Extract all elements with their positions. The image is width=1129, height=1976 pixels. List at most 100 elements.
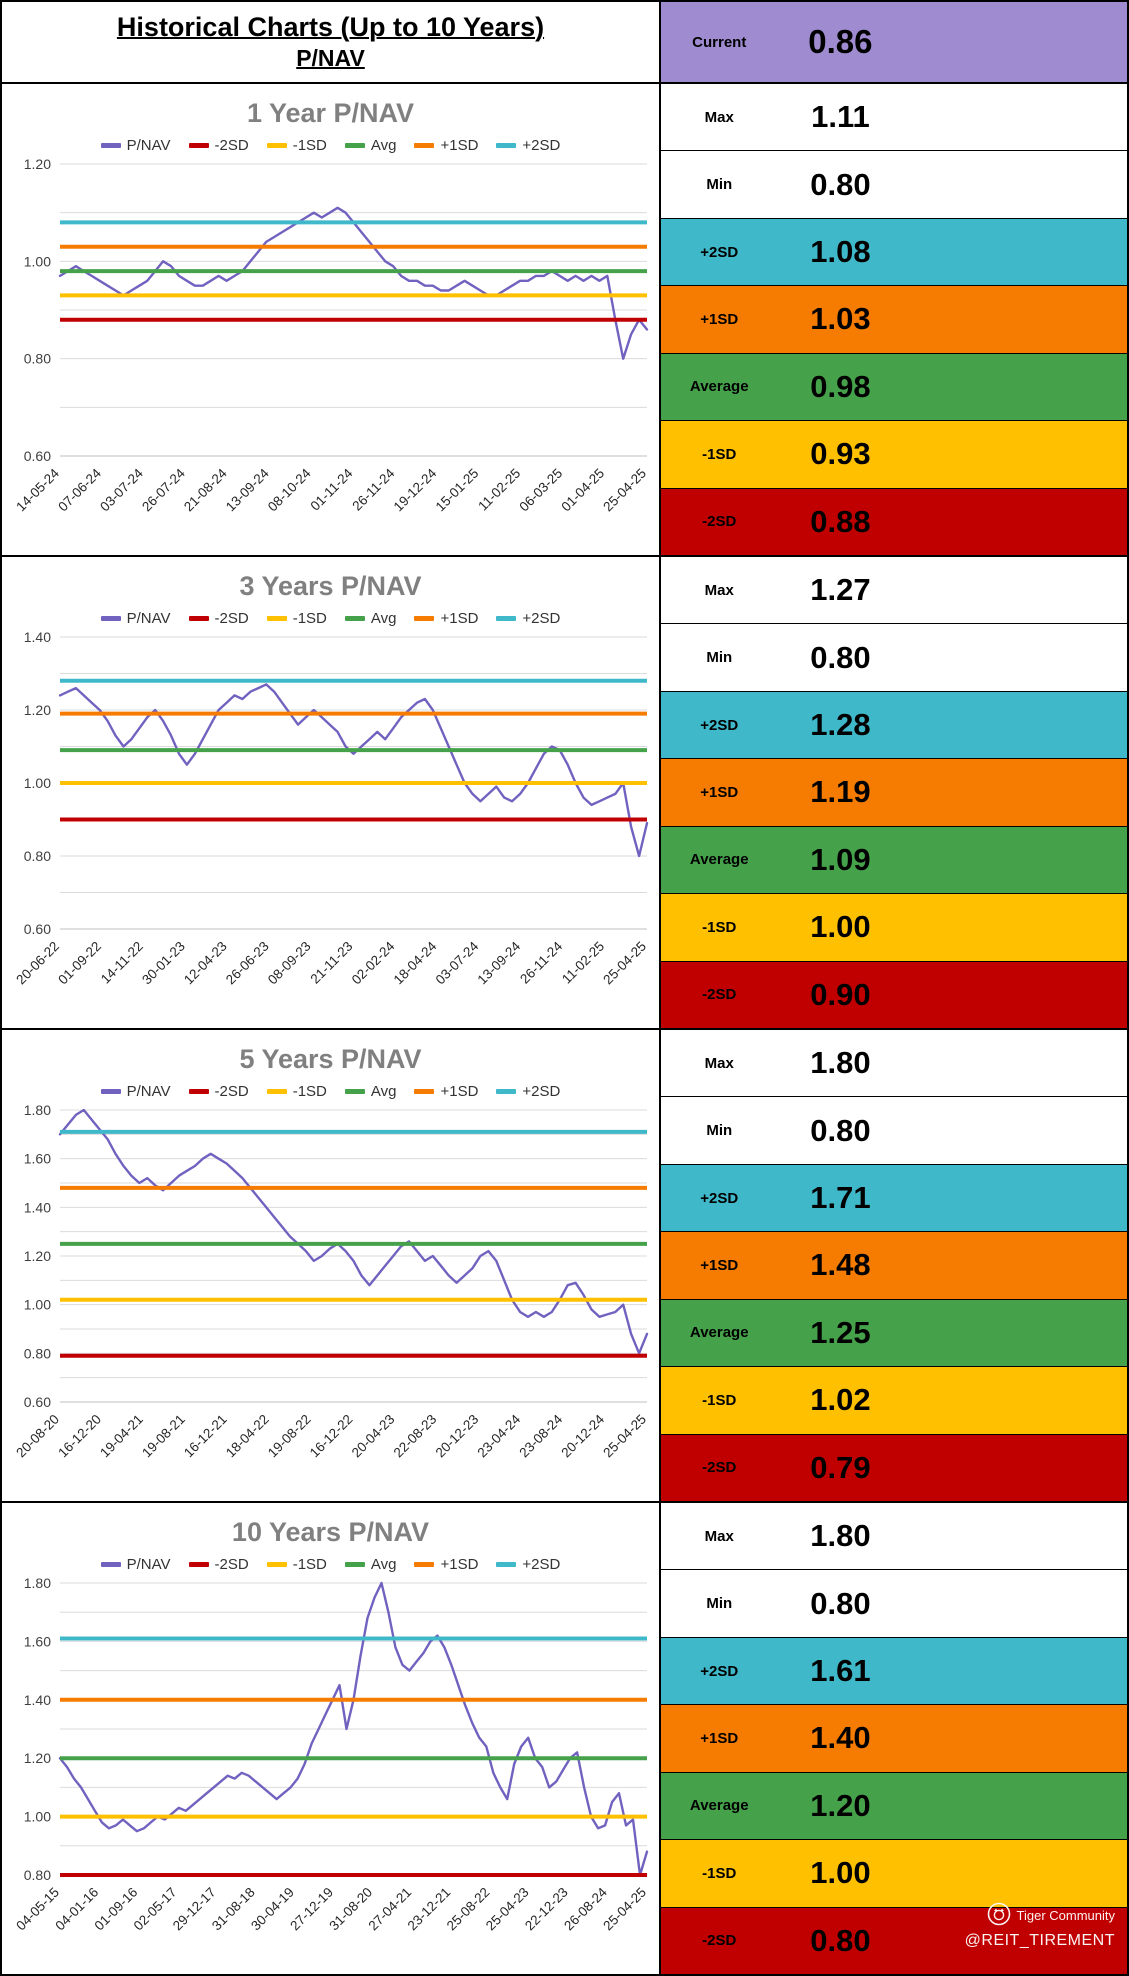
chart-5y: 0.600.801.001.201.401.601.8020-08-2016-1… xyxy=(13,1102,649,1461)
legend-label: -1SD xyxy=(292,137,327,154)
stat-value-plus2sd: 1.28 xyxy=(810,707,871,743)
stat-row-min: Min 0.80 xyxy=(661,151,1127,219)
x-axis-label: 19-08-21 xyxy=(139,1412,188,1461)
y-axis-label: 0.80 xyxy=(24,848,51,864)
legend-label: +2SD xyxy=(522,1083,561,1100)
x-axis-label: 20-12-23 xyxy=(433,1412,482,1461)
legend-label: P/NAV xyxy=(126,137,171,154)
stat-label-minus2sd: -2SD xyxy=(702,1932,737,1950)
x-axis-label: 30-01-23 xyxy=(139,939,188,988)
stat-value-max: 1.80 xyxy=(810,1045,871,1081)
legend-swatch-icon xyxy=(266,1089,287,1094)
legend-swatch-icon xyxy=(266,1562,287,1567)
y-axis-label: 1.20 xyxy=(24,1750,51,1766)
legend-label: P/NAV xyxy=(126,610,171,627)
page-subtitle: P/NAV xyxy=(296,45,365,71)
legend-label: Avg xyxy=(370,137,397,154)
stat-label-average: Average xyxy=(689,851,749,869)
stat-row-average: Average 1.20 xyxy=(661,1772,1127,1841)
legend-swatch-icon xyxy=(496,1562,517,1567)
legend-swatch-icon xyxy=(414,1562,435,1567)
current-cell: Current 0.86 xyxy=(659,2,1127,82)
legend-item-avg: Avg xyxy=(344,1556,397,1573)
legend-swatch-icon xyxy=(100,1089,121,1094)
stat-row-minus1sd: -1SD 1.00 xyxy=(661,894,1127,962)
y-axis-label: 1.60 xyxy=(24,1151,51,1167)
legend-label: Avg xyxy=(370,1556,397,1573)
stat-value-min: 0.80 xyxy=(810,166,871,202)
x-axis-label: 20-04-23 xyxy=(349,1412,398,1461)
stat-value-minus1sd: 1.00 xyxy=(810,1855,871,1891)
legend-item-1sd: +1SD xyxy=(414,610,478,627)
y-axis-label: 1.20 xyxy=(24,702,51,718)
stat-label-plus2sd: +2SD xyxy=(700,1189,739,1207)
chart-area-5y: 5 Years P/NAV P/NAV -2SD -1SD Avg +1SD +2SD 0.6… xyxy=(2,1030,659,1501)
chart-title-3y: 3 Years P/NAV xyxy=(239,571,422,601)
legend-swatch-icon xyxy=(414,616,435,621)
stat-label-min: Min xyxy=(706,649,733,667)
stat-label-minus1sd: -1SD xyxy=(702,445,737,463)
y-axis-label: 0.60 xyxy=(24,1394,51,1410)
legend-5y: P/NAV -2SD -1SD Avg +1SD +2SD xyxy=(2,1083,659,1100)
page-title: Historical Charts (Up to 10 Years) xyxy=(116,12,545,42)
stat-label-minus2sd: -2SD xyxy=(702,513,737,531)
chart-title-1y: 1 Year P/NAV xyxy=(246,98,415,128)
stat-value-average: 1.20 xyxy=(810,1787,871,1823)
x-axis-label: 25-04-25 xyxy=(600,1412,649,1461)
watermark-brand: Tiger Community xyxy=(1016,1908,1115,1923)
stat-label-min: Min xyxy=(706,176,733,194)
legend-swatch-icon xyxy=(188,143,209,148)
x-axis-label: 08-10-24 xyxy=(265,465,314,514)
stat-row-max: Max 1.11 xyxy=(661,84,1127,152)
x-axis-label: 01-09-22 xyxy=(55,939,104,988)
legend-swatch-icon xyxy=(100,1562,121,1567)
stat-label-plus1sd: +1SD xyxy=(700,1729,739,1747)
x-axis-label: 16-12-20 xyxy=(55,1412,104,1461)
stat-label-minus1sd: -1SD xyxy=(702,1864,737,1882)
stat-row-plus1sd: +1SD 1.48 xyxy=(661,1232,1127,1300)
x-axis-label: 07-06-24 xyxy=(55,465,104,514)
stat-row-plus1sd: +1SD 1.40 xyxy=(661,1705,1127,1773)
legend-label: +2SD xyxy=(522,1556,561,1573)
x-axis-label: 06-03-25 xyxy=(516,466,565,515)
x-axis-label: 03-07-24 xyxy=(433,938,482,987)
legend-item-2sd: -2SD xyxy=(188,1083,249,1100)
legend-item-1sd: -1SD xyxy=(266,1556,327,1573)
legend-label: Avg xyxy=(370,610,397,627)
y-axis-label: 1.60 xyxy=(24,1633,51,1649)
legend-label: P/NAV xyxy=(126,1556,171,1573)
stat-label-max: Max xyxy=(704,108,734,126)
legend-item-avg: Avg xyxy=(344,610,397,627)
x-axis-label: 18-04-22 xyxy=(223,1412,272,1461)
legend-item-2sd: +2SD xyxy=(496,1083,560,1100)
stat-value-minus2sd: 0.90 xyxy=(810,976,871,1012)
stat-value-minus1sd: 1.02 xyxy=(810,1382,871,1418)
x-axis-label: 18-04-24 xyxy=(391,938,440,987)
stat-value-average: 1.25 xyxy=(810,1314,871,1350)
stat-row-plus2sd: +2SD 1.08 xyxy=(661,218,1127,287)
stat-row-max: Max 1.27 xyxy=(661,557,1127,625)
legend-label: -2SD xyxy=(214,1083,249,1100)
y-axis-label: 1.80 xyxy=(24,1575,51,1591)
x-axis-label: 02-02-24 xyxy=(349,938,398,987)
y-axis-label: 1.00 xyxy=(24,1809,51,1825)
legend-item-1sd: -1SD xyxy=(266,137,327,154)
stat-row-min: Min 0.80 xyxy=(661,1570,1127,1638)
x-axis-label: 20-08-20 xyxy=(13,1412,62,1461)
chart-3y: 0.60 0.80 1.00 1.20 1.40 20-06-2201-09-2214-1… xyxy=(13,629,649,988)
stat-value-plus1sd: 1.19 xyxy=(810,774,871,810)
stat-label-minus2sd: -2SD xyxy=(702,1459,737,1477)
stat-value-plus2sd: 1.71 xyxy=(810,1180,871,1216)
x-axis-label: 20-06-22 xyxy=(13,939,62,988)
legend-item-2sd: +2SD xyxy=(496,137,560,154)
x-axis-label: 22-08-23 xyxy=(391,1412,440,1461)
chart-panels: 1 Year P/NAV P/NAV -2SD -1SD Avg +1SD +2SD 0.60… xyxy=(2,82,1127,1974)
x-axis-label: 11-02-25 xyxy=(475,466,523,514)
legend-label: P/NAV xyxy=(126,1083,171,1100)
legend-item-pnav: P/NAV xyxy=(100,1083,171,1100)
stat-row-max: Max 1.80 xyxy=(661,1503,1127,1571)
stat-value-minus2sd: 0.88 xyxy=(810,503,871,539)
x-axis-label: 19-08-22 xyxy=(265,1412,314,1461)
x-axis-label: 25-04-25 xyxy=(600,466,649,515)
